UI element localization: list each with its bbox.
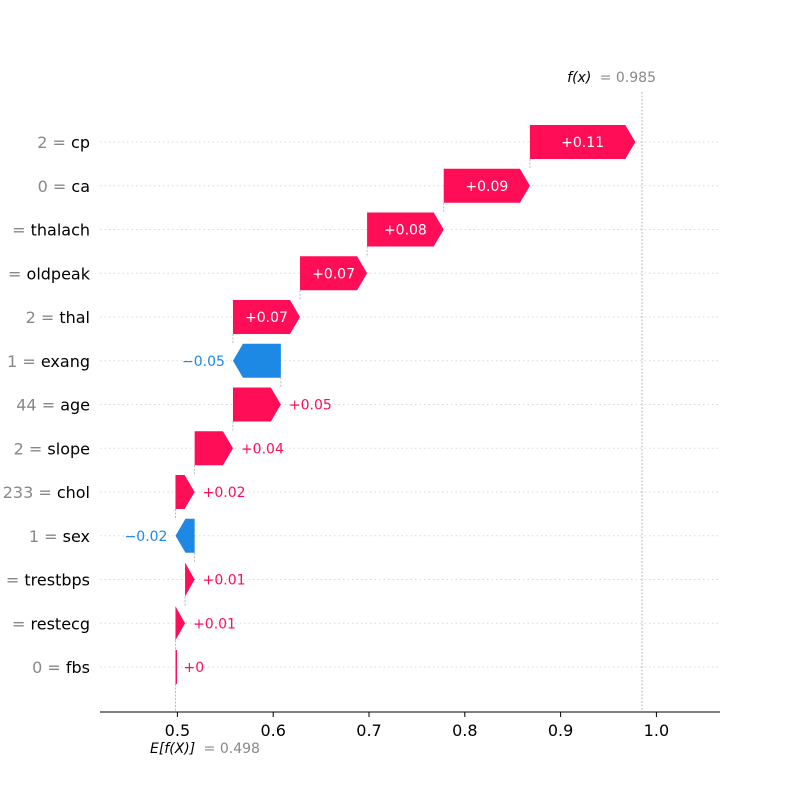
bar-value-label: +0.04 [241, 441, 284, 457]
feature-value: = [12, 221, 31, 240]
contribution-bar [175, 650, 177, 684]
feature-name: thal [59, 308, 90, 327]
feature-label: 2 = slope [14, 439, 90, 458]
bar-value-label: +0.02 [203, 485, 246, 501]
feature-name: sex [63, 527, 90, 546]
feature-value: 2 = [14, 439, 48, 458]
feature-value: 2 = [37, 133, 71, 152]
output-value-label: f(x) = 0.985 [567, 70, 656, 86]
feature-value: = [8, 264, 27, 283]
feature-name: ca [71, 177, 90, 196]
output-value-text: = 0.985 [600, 70, 656, 86]
bar-value-label: +0.11 [561, 135, 604, 151]
bar-value-label: +0.07 [245, 310, 288, 326]
feature-value: 2 = [26, 308, 60, 327]
bar-value-label: +0.01 [193, 616, 236, 632]
bar-value-label: −0.05 [182, 354, 225, 370]
feature-value: 1 = [7, 352, 41, 371]
feature-label: 2 = thal [26, 308, 90, 327]
feature-label: 1 = exang [7, 352, 90, 371]
x-tick-label: 0.9 [548, 721, 573, 740]
feature-name: cp [71, 133, 90, 152]
feature-label: = trestbps [6, 571, 90, 590]
base-value-label: E[f(X)] = 0.498 [150, 741, 260, 757]
x-tick-label: 0.6 [260, 721, 285, 740]
feature-name: restecg [31, 614, 90, 633]
feature-value: 0 = [38, 177, 72, 196]
feature-label: = oldpeak [8, 264, 91, 283]
feature-label: = thalach [12, 221, 90, 240]
feature-name: fbs [66, 658, 90, 677]
feature-name: chol [57, 483, 90, 502]
feature-name: oldpeak [27, 264, 91, 283]
feature-label: 0 = ca [38, 177, 90, 196]
contribution-bar [194, 431, 233, 466]
feature-value: 233 = [3, 483, 57, 502]
x-axis: 0.5 0.6 0.7 0.8 0.9 1.0 [100, 711, 720, 740]
contribution-bar [175, 606, 186, 641]
feature-label: 0 = fbs [32, 658, 90, 677]
bar-value-label: +0 [183, 660, 204, 676]
x-tick-label: 1.0 [644, 721, 669, 740]
base-value-symbol: E[f(X)] [150, 741, 195, 757]
reference-lines [175, 92, 643, 712]
feature-name: exang [41, 352, 90, 371]
x-tick-label: 0.8 [452, 721, 477, 740]
contribution-bar [300, 256, 368, 291]
x-tick-label: 0.7 [356, 721, 381, 740]
feature-label: 233 = chol [3, 483, 90, 502]
bar-value-label: +0.08 [384, 223, 427, 239]
bar-value-label: −0.02 [125, 529, 168, 545]
feature-value: = [12, 614, 31, 633]
feature-label: 44 = age [16, 396, 90, 415]
feature-name: slope [47, 439, 90, 458]
bar-value-label: +0.09 [465, 179, 508, 195]
x-tick-label: 0.5 [165, 721, 190, 740]
bar-value-label: +0.05 [289, 398, 332, 414]
bar-value-label: +0.07 [312, 266, 355, 282]
contribution-bar [443, 168, 530, 203]
feature-name: trestbps [24, 571, 90, 590]
base-value-text: = 0.498 [204, 741, 260, 757]
feature-value: = [6, 571, 25, 590]
contribution-bars: +0.11 +0.09 +0.08 +0.07 +0.07 −0.05 +0.05 +0.04… [125, 125, 636, 684]
contribution-bar [175, 518, 195, 553]
contribution-bar [232, 300, 301, 334]
feature-name: age [60, 396, 90, 415]
feature-value: 0 = [32, 658, 66, 677]
feature-label: = restecg [12, 614, 90, 633]
contribution-bar [175, 475, 195, 509]
contribution-bar [185, 562, 195, 597]
contribution-bar [529, 125, 636, 159]
bar-value-label: +0.01 [203, 573, 246, 589]
feature-label: 2 = cp [37, 133, 90, 152]
contribution-bar [232, 387, 281, 422]
output-value-symbol: f(x) [567, 70, 591, 86]
contribution-bar [367, 212, 444, 247]
feature-name: thalach [31, 221, 90, 240]
feature-label: 1 = sex [29, 527, 90, 546]
contribution-bar [232, 343, 281, 378]
feature-value: 44 = [16, 396, 60, 415]
feature-value: 1 = [29, 527, 63, 546]
